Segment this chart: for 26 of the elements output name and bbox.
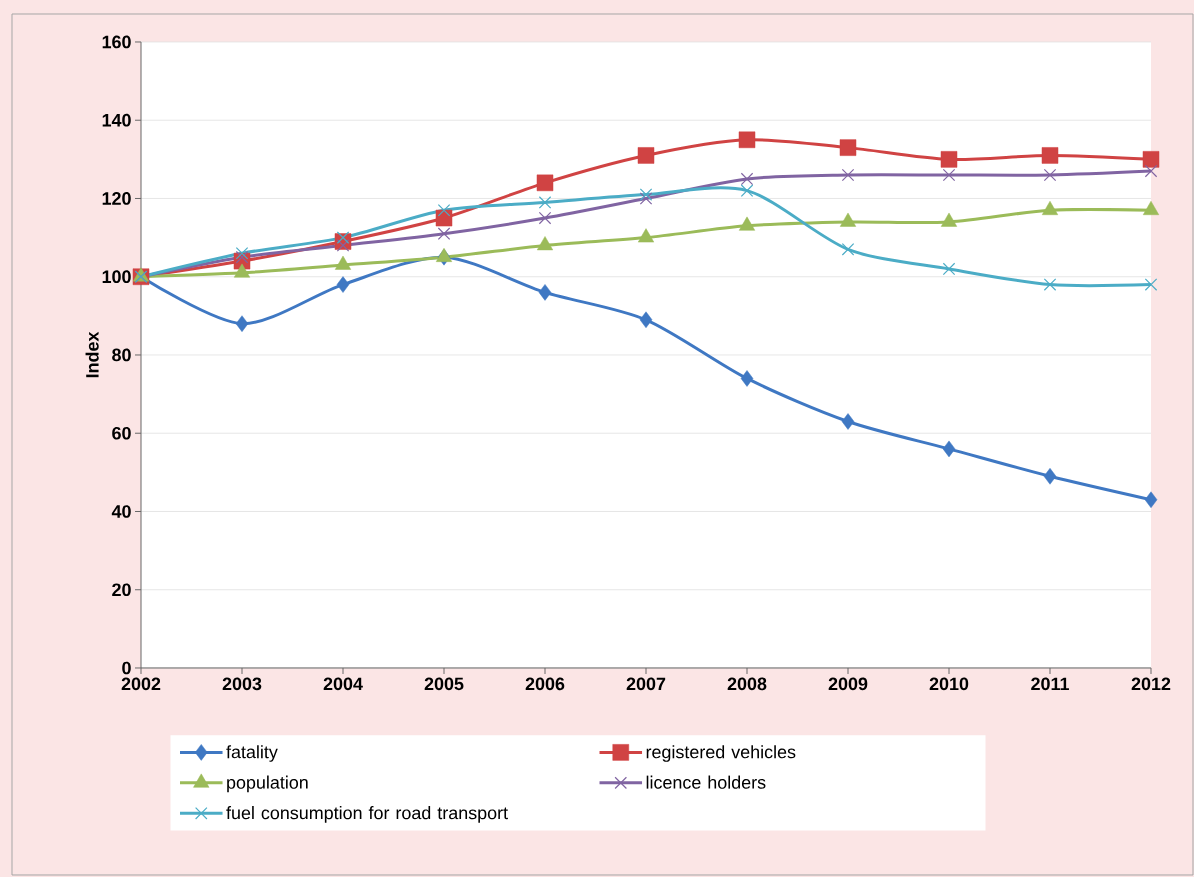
y-tick-label: 160 — [102, 35, 131, 49]
y-tick-label: 120 — [102, 192, 131, 205]
y-axis-title: Index — [85, 331, 99, 378]
y-tick-label: 40 — [111, 505, 131, 518]
x-tick-label: 2012 — [1131, 677, 1171, 691]
y-tick-label: 100 — [102, 270, 131, 284]
x-tick-label: 2004 — [323, 677, 363, 691]
x-tick-label: 2008 — [727, 677, 767, 691]
x-tick-label: 2005 — [424, 677, 464, 691]
y-tick-label: 140 — [102, 113, 131, 127]
x-tick-label: 2006 — [525, 677, 565, 691]
legend-label: population — [227, 775, 308, 793]
x-tick-label: 2009 — [828, 677, 868, 691]
x-tick-label: 2011 — [1031, 677, 1069, 691]
y-tick-label: 0 — [122, 661, 131, 675]
y-tick-label: 20 — [112, 583, 131, 597]
x-tick-label: 2002 — [121, 677, 161, 691]
legend-label: fatality — [226, 745, 278, 762]
x-tick-label: 2003 — [222, 677, 262, 691]
x-tick-label: 2007 — [626, 677, 666, 691]
legend-label: fuel consumption for road transport — [226, 806, 508, 823]
legend-label: registered vehicles — [646, 745, 796, 762]
x-tick-label: 2010 — [929, 677, 969, 691]
y-tick-label: 80 — [112, 348, 131, 362]
legend-label: licence holders — [646, 775, 766, 789]
y-tick-label: 60 — [112, 426, 131, 440]
